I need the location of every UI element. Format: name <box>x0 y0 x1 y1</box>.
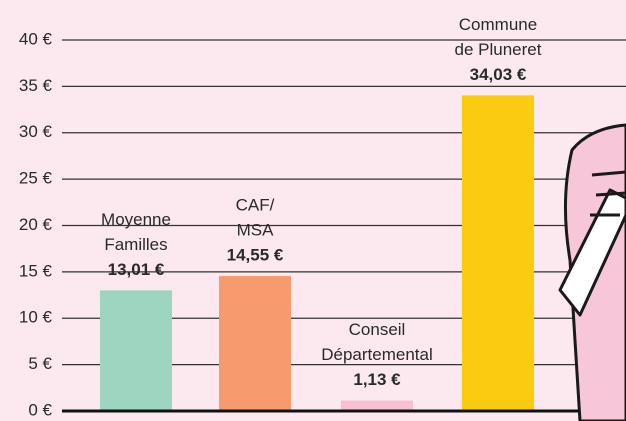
chart: 0 € 5 € 10 € 15 € 20 € 25 € 30 € 35 € 40 € 13,01 … <box>0 0 626 421</box>
y-tick-label: 0 € <box>28 400 52 419</box>
bar <box>341 401 413 411</box>
y-tick-label: 40 € <box>19 29 53 48</box>
y-tick-label: 10 € <box>19 308 53 327</box>
y-tick-label: 30 € <box>19 122 53 141</box>
bar <box>100 290 172 411</box>
category-label: Conseil <box>349 320 406 339</box>
category-label: de Pluneret <box>455 40 542 59</box>
bar <box>219 276 291 411</box>
value-label: 1,13 € <box>353 370 401 389</box>
value-label: 13,01 € <box>108 260 165 279</box>
y-tick-label: 25 € <box>19 169 53 188</box>
y-tick-label: 35 € <box>19 76 53 95</box>
value-label: 14,55 € <box>227 246 284 265</box>
category-label: MSA <box>237 221 275 240</box>
value-label: 34,03 € <box>470 65 527 84</box>
plot-area: 0 € 5 € 10 € 15 € 20 € 25 € 30 € 35 € 40 € 13,01 … <box>19 15 626 420</box>
category-label: Commune <box>459 15 537 34</box>
y-tick-label: 5 € <box>28 354 52 373</box>
y-tick-label: 15 € <box>19 261 53 280</box>
category-label: Familles <box>104 235 167 254</box>
category-label: Moyenne <box>101 210 171 229</box>
hand-illustration <box>560 125 626 421</box>
y-tick-label: 20 € <box>19 215 53 234</box>
bar <box>462 95 534 411</box>
category-label: Départemental <box>321 345 433 364</box>
category-label: CAF/ <box>236 196 275 215</box>
